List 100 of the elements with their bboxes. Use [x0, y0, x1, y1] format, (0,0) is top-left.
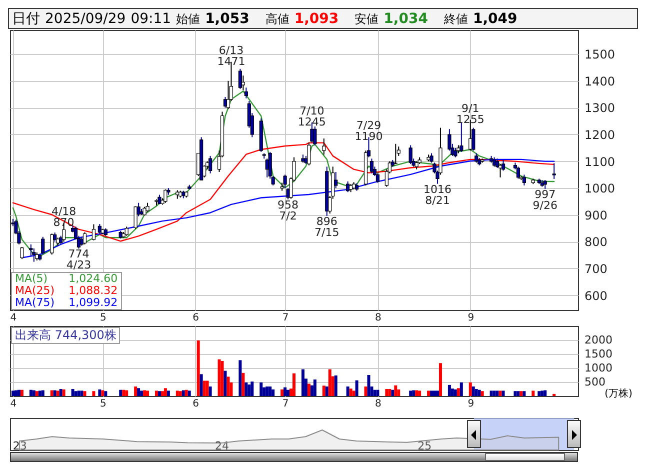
candlestick — [124, 226, 128, 236]
annotation: 1,088.32 — [68, 284, 118, 297]
bar — [53, 390, 56, 396]
bar — [313, 379, 316, 396]
bar — [502, 390, 505, 396]
candlestick — [408, 144, 412, 164]
chart-title: 日付 2025/09/29 09:11 始値 1,053 高値 1,093 安値 1,034 終値 1,049 — [12, 11, 518, 27]
x-tick-label: 6 — [192, 398, 200, 410]
candlestick — [92, 224, 96, 241]
bar — [367, 375, 370, 396]
x-tick-label: 9 — [468, 398, 474, 410]
bar — [376, 390, 380, 396]
candlestick — [164, 188, 168, 204]
bar — [409, 390, 412, 396]
y-tick-label: 1400 — [584, 74, 616, 88]
bar — [83, 391, 86, 396]
bar — [448, 384, 451, 396]
bar — [334, 375, 338, 396]
bar — [166, 390, 170, 396]
bar — [92, 391, 96, 396]
bar — [438, 363, 442, 396]
bar — [74, 391, 78, 396]
bar — [498, 390, 502, 396]
annotation: 1,024.60 — [68, 272, 118, 285]
bar — [450, 388, 454, 396]
bar — [182, 390, 185, 396]
bar — [98, 389, 102, 396]
bar — [248, 384, 251, 396]
bar — [532, 390, 535, 396]
bar — [242, 372, 245, 396]
y-tick-label: 2000 — [584, 334, 612, 346]
bar — [454, 389, 457, 396]
bar — [260, 382, 263, 396]
bar — [101, 390, 104, 396]
x-tick-label: 5 — [100, 312, 106, 324]
bar — [496, 390, 499, 396]
candlestick — [82, 232, 87, 245]
bar — [412, 390, 416, 396]
bar — [272, 389, 275, 396]
candlestick — [307, 142, 311, 166]
bar — [349, 388, 352, 396]
text: MA(25) — [15, 284, 55, 297]
candlestick — [346, 180, 350, 193]
bar — [474, 389, 478, 396]
bar — [468, 382, 472, 396]
bar — [522, 391, 526, 396]
bar — [514, 391, 517, 396]
bar — [56, 390, 60, 396]
annotation: 1,099.92 — [68, 296, 118, 309]
bar — [286, 390, 290, 396]
bar — [456, 388, 460, 396]
chart-title: 出来高 744,300株 — [11, 327, 120, 344]
bar — [394, 385, 398, 396]
bar — [146, 390, 150, 396]
bar — [472, 386, 475, 396]
bar — [122, 390, 126, 396]
y-tick-label: 1000 — [584, 362, 612, 374]
annotation: 6/13 1471 — [217, 44, 246, 68]
candlestick — [20, 246, 24, 260]
y-tick-label: 700 — [584, 262, 608, 276]
bar — [415, 390, 418, 396]
bar — [436, 390, 439, 396]
x-tick-label: 7 — [282, 398, 289, 410]
bar — [35, 391, 38, 396]
candlestick — [41, 236, 45, 256]
bar — [29, 390, 32, 396]
annotation: 1016 8/21 — [423, 182, 452, 207]
bar — [268, 386, 272, 396]
x-tick-label: 25 — [418, 440, 432, 452]
y-tick-label: 1200 — [584, 128, 616, 142]
candlestick — [238, 68, 242, 90]
x-tick-label: 8 — [375, 312, 382, 324]
series-label: MA(5) — [15, 272, 48, 285]
bar — [119, 390, 122, 396]
bar — [307, 384, 310, 396]
bar — [325, 386, 328, 396]
y-axis-title: (万株) — [604, 388, 632, 400]
candlestick — [522, 174, 526, 186]
candlestick — [394, 143, 398, 164]
bar — [143, 390, 146, 396]
x-tick-label: 9 — [468, 312, 474, 324]
y-tick-label: 1500 — [584, 48, 616, 62]
x-tick-label: 7 — [282, 312, 289, 324]
bar — [226, 376, 230, 396]
line-series — [21, 158, 555, 258]
bar — [391, 390, 394, 396]
annotation: 7/10 1245 — [298, 104, 326, 128]
candlestick — [516, 166, 520, 180]
bar — [250, 382, 254, 396]
candlestick — [313, 126, 317, 146]
bar — [14, 390, 18, 396]
text: MA(75) — [15, 296, 55, 309]
line-series — [12, 142, 555, 242]
y-tick-label: 1500 — [584, 348, 612, 360]
bar — [137, 388, 140, 396]
bar — [50, 390, 54, 396]
bar — [492, 390, 496, 396]
bar — [218, 359, 221, 396]
candlestick — [498, 163, 502, 178]
bar — [160, 391, 164, 396]
